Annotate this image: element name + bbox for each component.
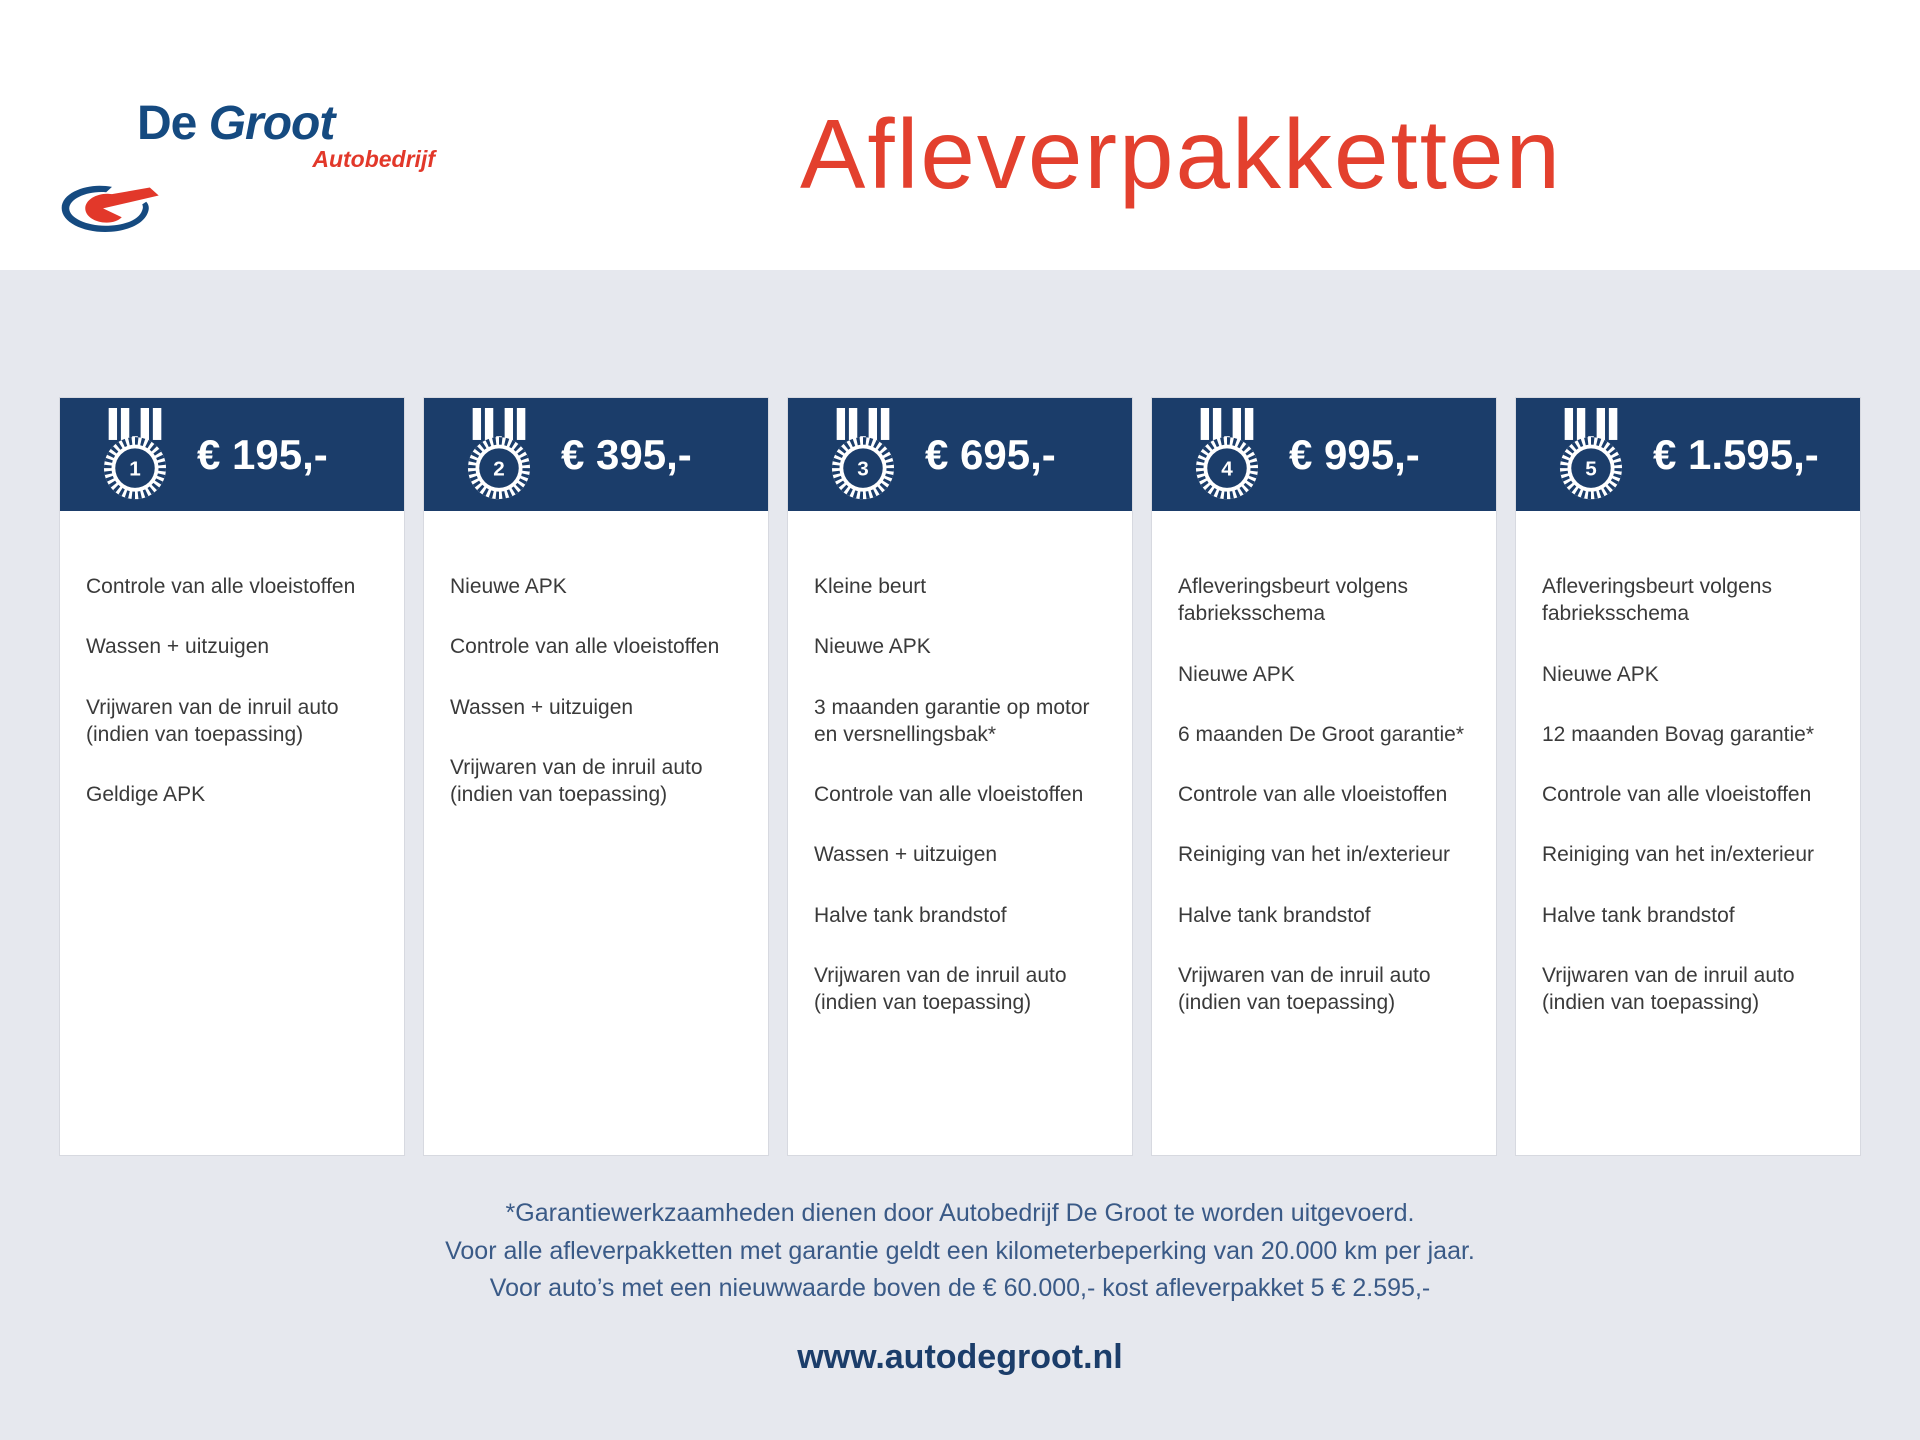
- svg-text:2: 2: [493, 457, 505, 480]
- svg-text:3: 3: [857, 457, 869, 480]
- svg-text:4: 4: [1221, 457, 1233, 480]
- svg-text:1: 1: [129, 457, 141, 480]
- svg-text:5: 5: [1585, 457, 1597, 480]
